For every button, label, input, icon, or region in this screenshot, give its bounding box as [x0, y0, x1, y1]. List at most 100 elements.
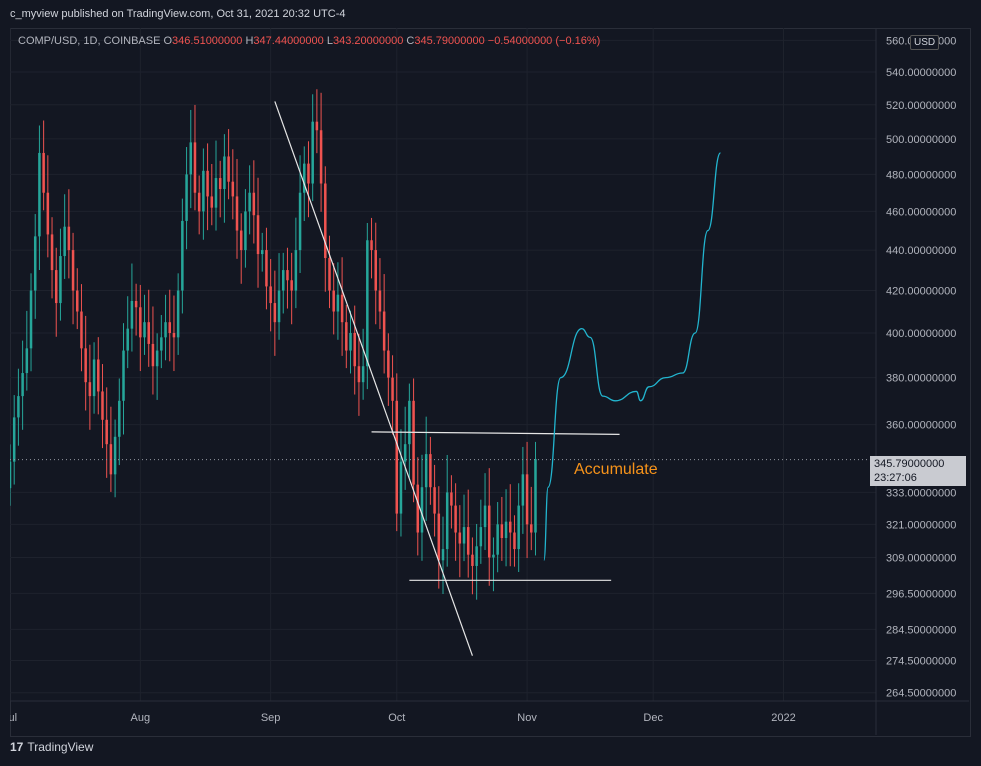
- candle-body: [84, 348, 87, 383]
- brand-name: TradingView: [27, 740, 94, 754]
- y-tick-label: 264.50000000: [886, 688, 956, 700]
- candle-body: [244, 211, 247, 251]
- candle-body: [471, 554, 474, 566]
- candle-body: [382, 311, 386, 351]
- candle-body: [101, 391, 104, 420]
- candle-body: [12, 417, 16, 462]
- legend-low-label: L: [326, 35, 333, 47]
- candle-body: [218, 178, 222, 190]
- resistance-line: [371, 431, 620, 435]
- candle-body: [130, 300, 134, 329]
- candle-body: [88, 382, 92, 397]
- candle-body: [260, 250, 264, 255]
- currency-button[interactable]: USD: [910, 35, 940, 50]
- candle-body: [59, 256, 62, 304]
- candle-body: [391, 377, 394, 401]
- candle-body: [172, 332, 176, 338]
- y-tick-label: 321.00000000: [886, 519, 956, 531]
- candle-body: [361, 366, 365, 383]
- candle-body: [256, 215, 260, 255]
- candle-body: [122, 350, 125, 401]
- x-tick-label: Jul: [10, 712, 17, 724]
- candle-body: [374, 250, 377, 291]
- candle-body: [248, 192, 251, 212]
- candle-body: [290, 280, 293, 291]
- candle-body: [349, 332, 352, 351]
- y-tick-label: 360.00000000: [886, 420, 956, 432]
- downtrend-line: [274, 101, 473, 656]
- publisher-caption: c_myview published on TradingView.com, O…: [10, 8, 346, 20]
- candle-body: [155, 350, 159, 367]
- candle-body: [46, 192, 50, 235]
- candle-body: [281, 270, 285, 291]
- candle-body: [63, 226, 66, 257]
- legend-close-value: 345.79000000: [414, 35, 485, 47]
- candle-body: [420, 487, 424, 533]
- y-tick-label: 274.50000000: [886, 655, 956, 667]
- top-bar: c_myview published on TradingView.com, O…: [0, 0, 981, 28]
- legend-high-value: 347.44000000: [253, 35, 324, 47]
- candle-body: [450, 492, 453, 506]
- candle-body: [160, 337, 163, 351]
- candle-body: [252, 192, 256, 216]
- candle-body: [345, 322, 348, 351]
- candle-body: [504, 521, 508, 539]
- price-chart[interactable]: 560.00000000540.00000000520.00000000500.…: [10, 28, 969, 735]
- candle-body: [357, 366, 361, 383]
- candle-body: [147, 322, 150, 344]
- candle-body: [151, 343, 155, 367]
- legend-open-label: O: [163, 35, 173, 47]
- candle-body: [387, 350, 390, 378]
- x-tick-label: Nov: [517, 712, 537, 724]
- x-tick-label: Aug: [131, 712, 151, 724]
- candle-body: [50, 234, 54, 271]
- candle-body: [38, 152, 41, 237]
- candle-body: [437, 513, 441, 561]
- candle-body: [164, 322, 167, 338]
- candle-body: [395, 400, 399, 514]
- candle-body: [235, 196, 239, 231]
- candle-body: [530, 524, 533, 533]
- candle-body: [479, 527, 483, 547]
- candle-body: [378, 290, 382, 312]
- candle-body: [462, 527, 466, 544]
- candle-body: [483, 505, 487, 528]
- candle-body: [433, 487, 436, 514]
- candle-body: [214, 178, 218, 208]
- y-tick-label: 500.00000000: [886, 134, 956, 146]
- y-tick-label: 296.50000000: [886, 588, 956, 600]
- candle-body: [118, 400, 121, 437]
- candle-body: [143, 322, 146, 338]
- candle-body: [416, 484, 420, 533]
- last-price-tag: 345.79000000 23:27:06: [870, 456, 966, 486]
- x-tick-label: Dec: [643, 712, 663, 724]
- candle-body: [403, 444, 407, 462]
- y-tick-label: 284.50000000: [886, 624, 956, 636]
- candle-body: [113, 436, 117, 475]
- y-tick-label: 420.00000000: [886, 286, 956, 298]
- candle-body: [370, 240, 373, 251]
- candle-body: [206, 170, 209, 197]
- candle-body: [71, 250, 75, 291]
- candle-body: [97, 359, 100, 392]
- candle-body: [429, 454, 432, 488]
- candle-body: [269, 286, 272, 304]
- candle-body: [277, 290, 281, 323]
- candle-body: [340, 294, 344, 323]
- candle-body: [193, 142, 197, 193]
- candle-body: [475, 546, 478, 566]
- candle-body: [231, 181, 235, 197]
- candle-body: [324, 183, 327, 259]
- candle-body: [227, 156, 230, 182]
- candle-body: [424, 454, 428, 488]
- x-tick-label: Oct: [388, 712, 405, 724]
- candle-body: [328, 258, 331, 291]
- candle-body: [21, 373, 24, 397]
- candle-body: [223, 156, 226, 190]
- candle-body: [105, 419, 108, 445]
- brand-footer[interactable]: 17 TradingView: [10, 740, 93, 754]
- candle-body: [311, 121, 314, 184]
- candle-body: [80, 311, 83, 349]
- candle-body: [441, 549, 445, 561]
- candle-body: [273, 303, 277, 323]
